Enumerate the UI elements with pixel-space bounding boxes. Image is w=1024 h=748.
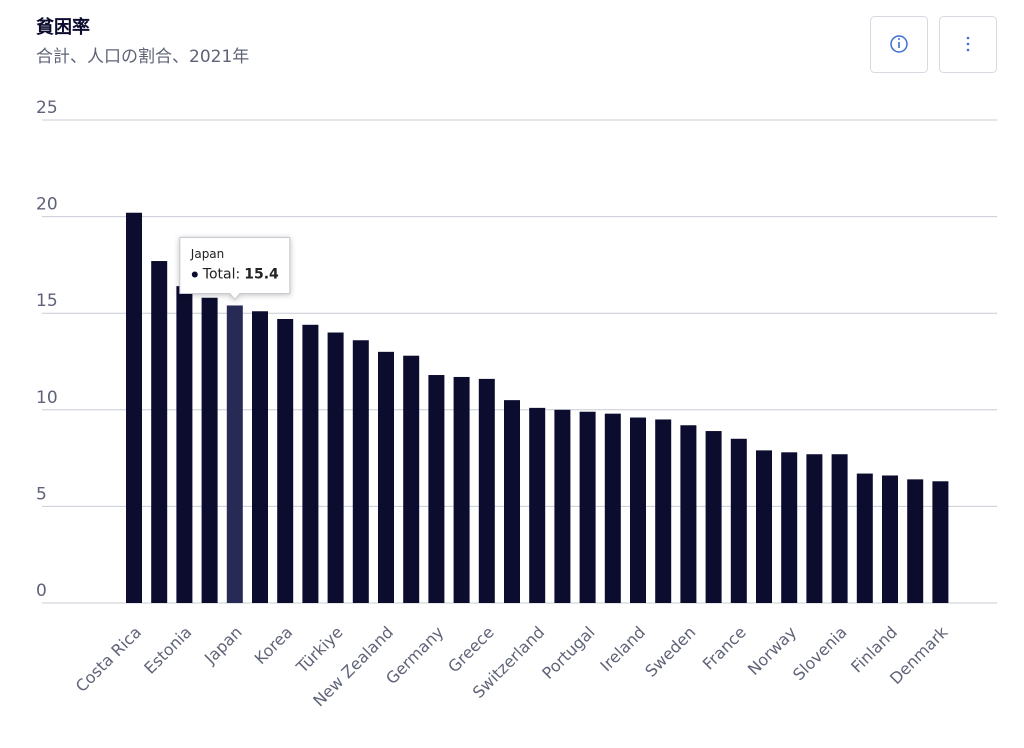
bar [327,332,344,603]
bar [352,340,369,603]
tooltip-dot [191,271,198,278]
bar [453,376,470,603]
bar [478,378,495,603]
y-tick-label: 5 [36,484,47,504]
bar [882,475,898,603]
bar [529,407,546,603]
bar [579,411,596,603]
bar [680,425,697,603]
bar [554,409,571,603]
bar [932,481,949,603]
bar [504,400,520,603]
x-tick-label: Slovenia [789,623,851,685]
bar [730,438,747,603]
y-tick-label: 25 [36,98,58,118]
bar [277,318,294,603]
bar [176,286,193,603]
x-tick-label: France [699,623,750,674]
bar [378,351,394,603]
bar [630,417,646,603]
bar [302,324,319,603]
y-tick-label: 0 [36,581,47,601]
bar [126,212,142,603]
bar [781,452,798,603]
info-button[interactable] [870,16,928,73]
bar [226,305,243,603]
bar [806,454,823,603]
x-tick-label: Costa Rica [72,623,145,696]
menu-button[interactable] [939,16,997,73]
bar [655,419,672,603]
x-tick-label: Estonia [140,623,195,678]
tooltip-label: Total: [202,266,240,282]
tooltip-box [179,236,291,301]
x-tick-label: Portugal [538,623,598,683]
y-tick-label: 20 [36,195,58,215]
chart-subtitle: 合計、人口の割合、2021年 [36,47,249,67]
tooltip-category: Japan [190,247,224,261]
bar [705,431,722,603]
bar [604,413,621,603]
bar [403,355,420,603]
tooltip: Japan Total: 15.4 [179,236,291,301]
bar [907,479,924,603]
bar [201,297,218,603]
y-tick-label: 15 [36,291,58,311]
x-tick-label: Sweden [641,623,699,681]
bar [252,311,268,603]
tooltip-value: 15.4 [244,266,279,282]
bar [856,473,873,603]
chart-title: 貧困率 [36,16,90,38]
y-tick-label: 10 [36,388,58,408]
x-tick-label: Korea [251,623,297,669]
x-tick-label: Japan [200,623,246,669]
bar [831,454,848,603]
bar [756,450,772,603]
bar [151,261,168,603]
bar [428,375,445,603]
